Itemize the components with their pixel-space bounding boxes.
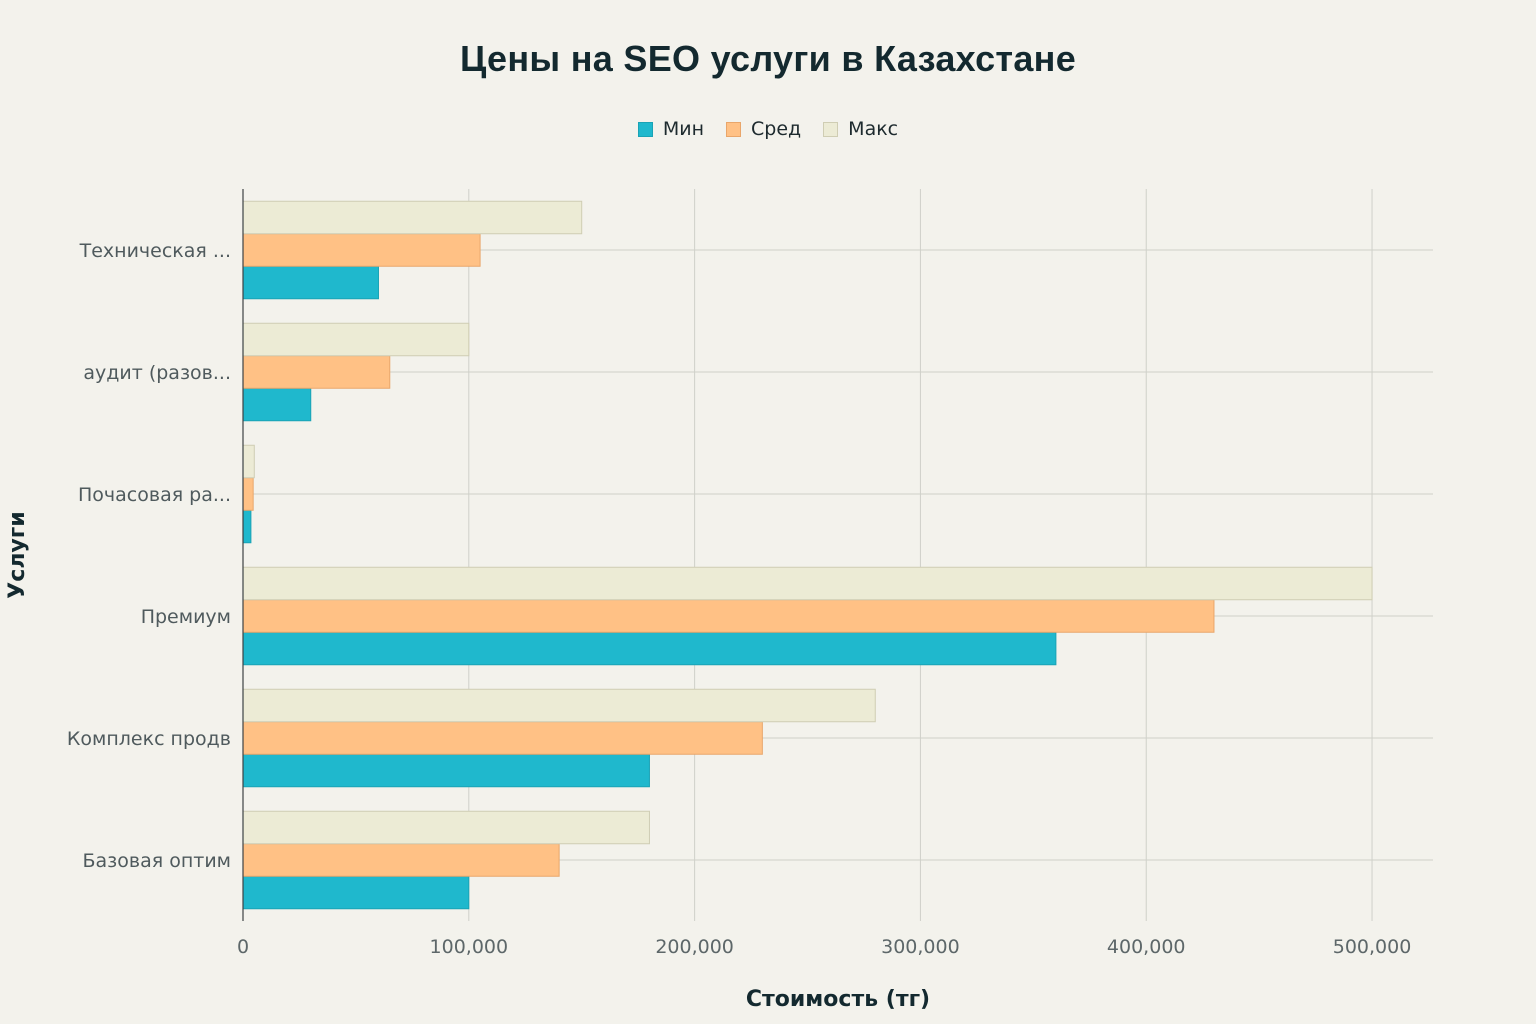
y-tick-label: аудит (разов... [83,362,231,384]
bar[interactable] [242,631,1057,666]
legend-swatch-max [823,121,839,137]
axes: 0 100,000 200,000 300,000 400,000 500,000 Базо… [67,189,1411,958]
x-axis-title: Стоимость (тг) [746,987,930,1012]
legend: Мин Сред Макс [0,118,1536,140]
x-tick-label: 400,000 [1107,936,1186,958]
x-tick-label: 500,000 [1333,936,1412,958]
y-tick-label: Комплекс продв [67,728,231,750]
legend-label-min: Мин [662,118,705,140]
bar[interactable] [242,843,560,877]
bar[interactable] [242,200,583,235]
bar[interactable] [242,387,312,422]
bar[interactable] [242,721,763,755]
bar[interactable] [242,355,391,389]
y-axis-title: Услуги [5,511,30,598]
bar[interactable] [242,477,254,511]
x-tick-label: 200,000 [655,936,734,958]
x-tick-label: 0 [237,936,249,958]
bar[interactable] [242,444,255,479]
bar[interactable] [242,810,650,845]
bar[interactable] [242,265,379,300]
legend-item-avg[interactable]: Сред [726,118,801,140]
y-tick-label: Техническая ... [79,240,231,262]
x-tick-label: 100,000 [430,936,509,958]
x-tick-label: 300,000 [881,936,960,958]
y-tick-label: Почасовая ра... [78,484,231,506]
bar[interactable] [242,688,876,723]
y-tick-label: Премиум [141,606,231,628]
legend-label-avg: Сред [751,118,802,140]
bar[interactable] [242,509,252,544]
bar[interactable] [242,599,1215,633]
bar[interactable] [242,322,470,357]
bar[interactable] [242,566,1373,601]
legend-item-max[interactable]: Макс [823,118,898,140]
chart-title: Цены на SEO услуги в Казахстане [459,38,1077,79]
bar[interactable] [242,753,650,788]
legend-swatch-min [637,121,653,137]
bar[interactable] [242,233,481,267]
legend-swatch-avg [726,121,742,137]
legend-label-max: Макс [848,118,899,140]
bar[interactable] [242,875,470,910]
bars [242,200,1373,910]
legend-item-min[interactable]: Мин [637,118,705,140]
y-tick-label: Базовая оптим [82,850,231,872]
